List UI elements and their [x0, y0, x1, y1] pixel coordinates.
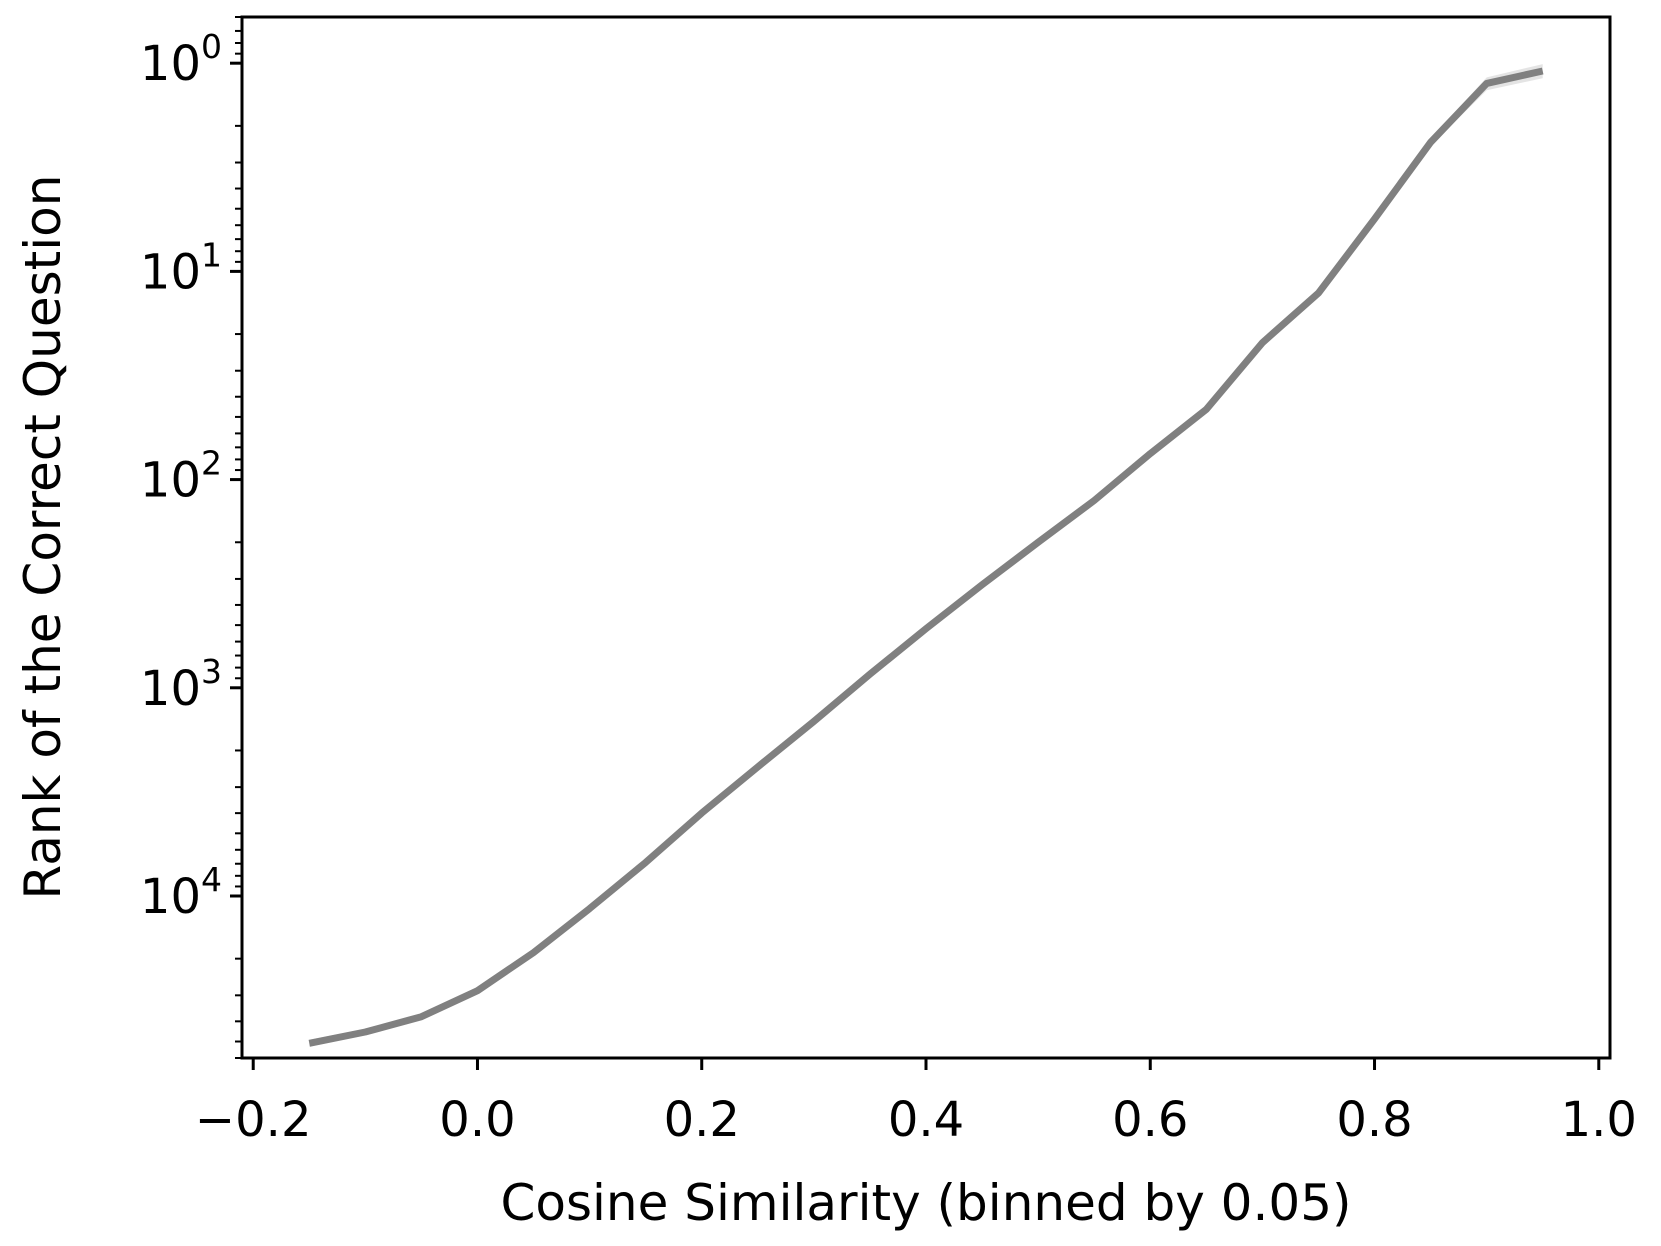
x-axis-label: Cosine Similarity (binned by 0.05) — [500, 1174, 1351, 1232]
x-tick-label: 0.4 — [888, 1092, 964, 1148]
x-tick-label: 0.6 — [1112, 1092, 1188, 1148]
x-tick-label: 1.0 — [1561, 1092, 1637, 1148]
x-tick-labels: −0.2 0.0 0.2 0.4 0.6 0.8 1.0 — [195, 1092, 1637, 1148]
series-line — [308, 67, 1544, 1047]
plot-frame — [240, 15, 1612, 1060]
tick-marks — [230, 61, 1601, 1070]
data-line — [308, 67, 1544, 1047]
y-axis-label: Rank of the Correct Question — [14, 175, 72, 900]
x-tick-label: 0.2 — [664, 1092, 740, 1148]
y-tick-label: 101 — [140, 235, 222, 300]
confidence-band — [309, 64, 1543, 1047]
y-tick-label: 103 — [140, 652, 222, 717]
y-tick-label: 102 — [140, 444, 222, 509]
x-tick-label: 0.8 — [1336, 1092, 1412, 1148]
x-tick-label: −0.2 — [195, 1092, 312, 1148]
y-tick-label: 100 — [140, 27, 222, 92]
series-band — [309, 64, 1543, 1047]
y-tick-labels: 100 101 102 103 104 — [140, 27, 222, 925]
x-tick-label: 0.0 — [439, 1092, 515, 1148]
y-tick-label: 104 — [140, 860, 222, 925]
